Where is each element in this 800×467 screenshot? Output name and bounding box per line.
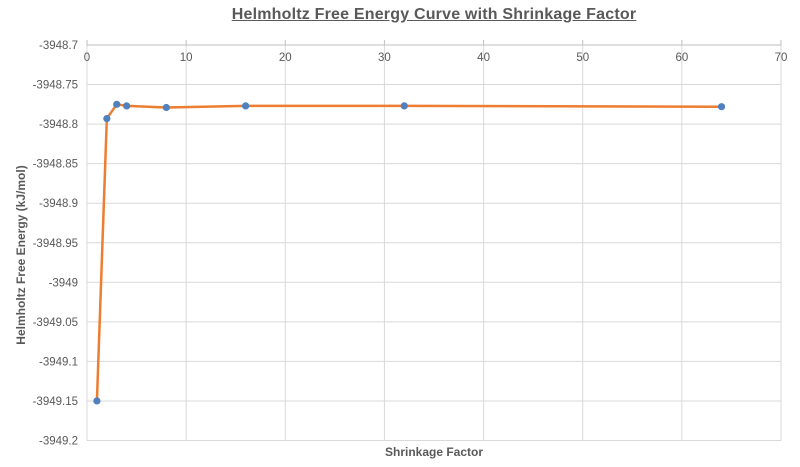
- x-tick-label: 40: [477, 52, 490, 64]
- y-tick-label: -3948.95: [33, 238, 78, 250]
- data-point-marker[interactable]: [103, 114, 111, 123]
- data-point-marker[interactable]: [162, 103, 170, 112]
- x-tick-label: 10: [180, 52, 193, 64]
- data-point-marker[interactable]: [93, 397, 101, 405]
- x-axis-title: Shrinkage Factor: [384, 445, 484, 459]
- x-tick-label: 50: [576, 52, 589, 64]
- y-tick-label: -3949.2: [39, 436, 78, 448]
- y-tick-label: -3949: [49, 277, 78, 289]
- x-tick-label: 0: [84, 52, 90, 64]
- y-tick-label: -3949.05: [33, 317, 78, 329]
- y-tick-label: -3948.9: [39, 198, 78, 210]
- y-tick-label: -3948.7: [39, 40, 78, 52]
- data-point-marker[interactable]: [113, 100, 121, 108]
- data-point-marker[interactable]: [242, 102, 250, 110]
- chart-title: Helmholtz Free Energy Curve with Shrinka…: [231, 6, 637, 23]
- y-tick-label: -3948.8: [39, 119, 78, 131]
- y-tick-label: -3948.75: [33, 80, 78, 92]
- data-point-marker[interactable]: [717, 103, 726, 111]
- data-point-marker[interactable]: [123, 102, 131, 110]
- x-tick-label: 20: [279, 52, 292, 64]
- x-tick-label: 60: [675, 52, 688, 64]
- y-tick-label: -3949.15: [33, 396, 78, 408]
- y-tick-label: -3949.1: [39, 356, 78, 368]
- series-line[interactable]: [95, 103, 723, 403]
- y-tick-label: -3948.85: [33, 159, 78, 171]
- data-point-marker[interactable]: [400, 102, 408, 110]
- x-tick-label: 30: [378, 52, 391, 64]
- x-tick-label: 70: [775, 52, 788, 64]
